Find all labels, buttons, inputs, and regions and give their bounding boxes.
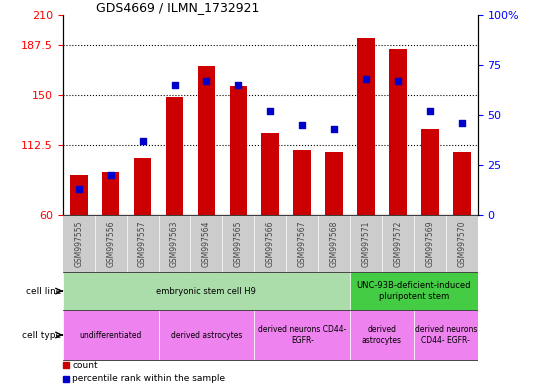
Bar	[262, 132, 279, 215]
Text: GSM997557: GSM997557	[138, 220, 147, 267]
Bar	[63, 215, 94, 273]
Text: GSM997570: GSM997570	[458, 220, 466, 267]
Text: cell type: cell type	[22, 331, 61, 339]
Bar	[158, 310, 254, 360]
Bar	[254, 215, 286, 273]
Point	[234, 82, 243, 88]
Text: derived neurons CD44-
EGFR-: derived neurons CD44- EGFR-	[258, 325, 346, 345]
Bar	[158, 215, 191, 273]
Bar	[191, 215, 222, 273]
Text: embryonic stem cell H9: embryonic stem cell H9	[157, 286, 257, 296]
Point	[298, 122, 306, 128]
Bar	[94, 215, 127, 273]
Point	[170, 82, 179, 88]
Point	[425, 108, 434, 114]
Bar	[446, 215, 478, 273]
Text: cell line: cell line	[26, 286, 61, 296]
Bar	[286, 215, 318, 273]
Bar	[63, 310, 158, 360]
Bar	[350, 310, 414, 360]
Bar	[254, 310, 350, 360]
Point	[74, 186, 83, 192]
Bar	[229, 86, 247, 215]
Text: derived neurons
CD44- EGFR-: derived neurons CD44- EGFR-	[414, 325, 477, 345]
Bar	[350, 215, 382, 273]
Bar	[350, 273, 478, 310]
Bar	[382, 215, 414, 273]
Bar	[134, 158, 151, 215]
Bar	[70, 175, 87, 215]
Bar	[414, 310, 478, 360]
Text: GSM997566: GSM997566	[266, 220, 275, 267]
Text: GSM997556: GSM997556	[106, 220, 115, 267]
Text: percentile rank within the sample: percentile rank within the sample	[73, 374, 225, 384]
Bar	[198, 66, 215, 215]
Text: GSM997571: GSM997571	[361, 220, 371, 267]
Text: derived
astrocytes: derived astrocytes	[362, 325, 402, 345]
Bar	[325, 152, 343, 215]
Text: GSM997563: GSM997563	[170, 220, 179, 267]
Text: GSM997572: GSM997572	[394, 220, 402, 267]
Text: undifferentiated: undifferentiated	[80, 331, 142, 339]
Bar	[389, 49, 407, 215]
Point	[202, 78, 211, 84]
Bar	[222, 215, 254, 273]
Point	[138, 138, 147, 144]
Point	[458, 120, 466, 126]
Text: GDS4669 / ILMN_1732921: GDS4669 / ILMN_1732921	[96, 1, 259, 14]
Bar	[127, 215, 158, 273]
Text: GSM997564: GSM997564	[202, 220, 211, 267]
Point	[361, 76, 370, 82]
Text: count: count	[73, 361, 98, 370]
Point	[106, 172, 115, 178]
Point	[266, 108, 275, 114]
Bar	[318, 215, 350, 273]
Bar	[357, 38, 375, 215]
Text: GSM997555: GSM997555	[74, 220, 83, 267]
Bar	[421, 129, 438, 215]
Text: GSM997567: GSM997567	[298, 220, 307, 267]
Point	[394, 78, 402, 84]
Bar	[63, 273, 350, 310]
Text: GSM997568: GSM997568	[330, 220, 339, 267]
Text: derived astrocytes: derived astrocytes	[171, 331, 242, 339]
Point	[330, 126, 339, 132]
Text: GSM997565: GSM997565	[234, 220, 243, 267]
Bar	[293, 150, 311, 215]
Bar	[166, 96, 183, 215]
Text: UNC-93B-deficient-induced
pluripotent stem: UNC-93B-deficient-induced pluripotent st…	[357, 281, 471, 301]
Text: GSM997569: GSM997569	[425, 220, 435, 267]
Bar	[453, 152, 471, 215]
Bar	[414, 215, 446, 273]
Bar	[102, 172, 120, 215]
